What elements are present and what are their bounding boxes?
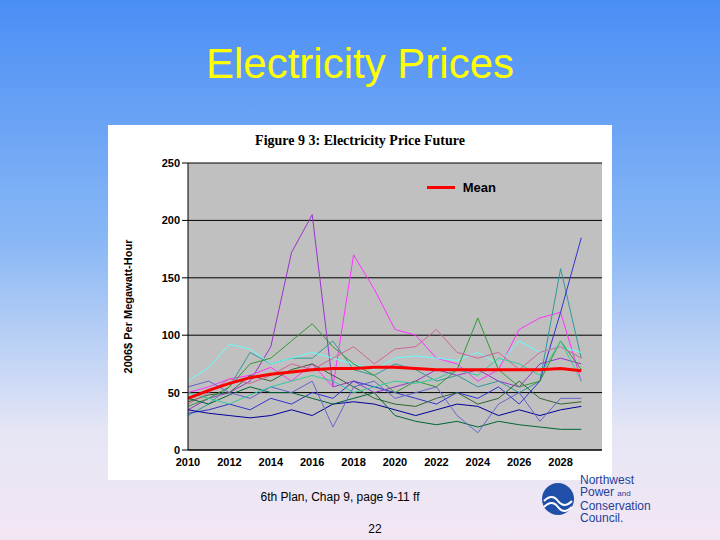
- svg-text:2014: 2014: [259, 456, 284, 468]
- html-text:Conservation: Conservation: [580, 499, 651, 513]
- svg-text:200: 200: [162, 214, 180, 226]
- svg-text:2012: 2012: [217, 456, 241, 468]
- html-text:Figure 9 3: Electricity Price: Figure 9 3: Electricity Price Future: [255, 133, 465, 148]
- svg-text:2010: 2010: [176, 456, 200, 468]
- svg-text:2018: 2018: [341, 456, 365, 468]
- svg-text:100: 100: [162, 329, 180, 341]
- svg-text:150: 150: [162, 272, 180, 284]
- html-text:Power and: Power and: [580, 485, 631, 499]
- svg-text:2024: 2024: [466, 456, 491, 468]
- svg-text:250: 250: [162, 157, 180, 169]
- html-text:Mean: Mean: [462, 180, 496, 195]
- svg-text:2006$ Per Megawatt-Hour: 2006$ Per Megawatt-Hour: [122, 239, 134, 374]
- svg-text:0: 0: [174, 444, 180, 456]
- svg-text:2022: 2022: [424, 456, 448, 468]
- svg-text:2016: 2016: [300, 456, 324, 468]
- svg-text:50: 50: [168, 387, 180, 399]
- html-text:Council.: Council.: [580, 511, 624, 525]
- svg-text:2020: 2020: [383, 456, 407, 468]
- html-text:22: 22: [368, 522, 382, 536]
- html-text:6th Plan, Chap 9, page 9-11 ff: 6th Plan, Chap 9, page 9-11 ff: [260, 490, 420, 504]
- html-text:Electricity Prices: Electricity Prices: [206, 40, 514, 87]
- html-text:Northwest: Northwest: [580, 473, 634, 487]
- svg-text:2028: 2028: [548, 456, 572, 468]
- svg-text:2026: 2026: [507, 456, 531, 468]
